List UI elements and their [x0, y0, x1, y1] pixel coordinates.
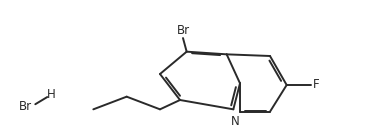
Text: N: N [231, 115, 240, 129]
Text: H: H [47, 89, 56, 101]
Text: Br: Br [176, 24, 190, 37]
Text: F: F [312, 78, 319, 92]
Text: Br: Br [18, 100, 32, 113]
